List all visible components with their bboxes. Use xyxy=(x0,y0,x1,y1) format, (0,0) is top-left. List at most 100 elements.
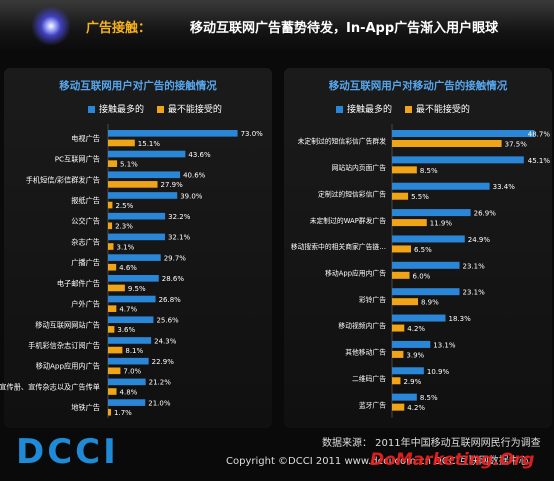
dcci-logo: DCCI xyxy=(16,432,119,472)
right-bar-accepted xyxy=(392,235,465,243)
right-value-label: 4.2% xyxy=(407,404,425,412)
right-value-label: 23.1% xyxy=(463,289,486,297)
right-bar-unacceptable xyxy=(392,377,401,385)
right-bar-accepted xyxy=(392,367,424,375)
right-bar-unacceptable xyxy=(392,140,502,147)
left-category-label: 电子邮件广告 xyxy=(57,279,100,288)
left-bar-unacceptable xyxy=(108,201,113,209)
right-value-label: 5.5% xyxy=(411,193,429,201)
left-value-label: 21.0% xyxy=(148,399,171,407)
legend-swatch-unacceptable xyxy=(156,106,164,113)
left-value-label: 43.6% xyxy=(188,151,211,159)
right-value-label: 3.9% xyxy=(406,351,424,359)
data-source: 数据来源： 2011年中国移动互联网网民行为调查 xyxy=(322,438,541,449)
left-value-label: 1.7% xyxy=(114,409,132,417)
left-bar-unacceptable xyxy=(108,243,114,250)
left-bar-unacceptable xyxy=(108,263,117,271)
left-chart-panel xyxy=(4,68,272,428)
left-bar-accepted xyxy=(108,295,156,303)
legend-item-unacceptable: 最不能接受的 xyxy=(156,102,222,115)
header-bar: 广告接触： 移动互联网广告蓄势待发，In-App广告渐入用户眼球 xyxy=(0,0,554,50)
right-category-label: 定制过的短信彩信广告 xyxy=(318,189,386,198)
left-category-label: 电视广告 xyxy=(71,134,100,143)
legend-item-accepted: 接触最多的 xyxy=(88,102,144,115)
right-value-label: 37.5% xyxy=(505,141,528,149)
left-value-label: 27.9% xyxy=(161,181,184,189)
legend-label-unacceptable: 最不能接受的 xyxy=(167,105,222,115)
watermark: DoMarketing.Org xyxy=(370,450,535,470)
legend-label-unacceptable: 最不能接受的 xyxy=(415,105,470,115)
left-bar-accepted xyxy=(108,130,238,137)
right-category-label: 移动搜索中的相关商家广告链… xyxy=(291,242,386,251)
left-value-label: 3.6% xyxy=(117,326,135,334)
right-bar-unacceptable xyxy=(392,245,411,253)
left-bar-unacceptable xyxy=(108,388,117,395)
sparkle-icon xyxy=(28,6,74,46)
right-bar-accepted xyxy=(392,393,417,401)
left-bar-accepted xyxy=(108,378,146,386)
right-value-label: 8.5% xyxy=(420,167,438,175)
right-bar-accepted xyxy=(392,182,490,190)
left-bar-accepted xyxy=(108,275,159,282)
right-chart-title: 移动互联网用户对移动广告的接触情况 xyxy=(328,80,508,92)
left-category-label: 移动互联网网站广告 xyxy=(35,320,100,329)
header-title-key: 广告接触： xyxy=(86,21,152,36)
left-bar-unacceptable xyxy=(108,160,118,167)
right-value-label: 2.9% xyxy=(403,378,421,386)
left-bar-accepted xyxy=(108,316,154,324)
legend-swatch-accepted xyxy=(88,106,95,113)
right-bar-accepted xyxy=(392,156,524,164)
left-value-label: 2.3% xyxy=(115,223,133,231)
left-bar-accepted xyxy=(108,192,178,199)
right-category-label: 蓝牙广告 xyxy=(359,400,386,409)
left-value-label: 29.7% xyxy=(164,254,187,262)
right-value-label: 13.1% xyxy=(433,341,456,349)
right-bar-unacceptable xyxy=(392,192,409,200)
left-bar-accepted xyxy=(108,357,149,365)
left-value-label: 15.1% xyxy=(138,140,161,148)
left-value-label: 40.6% xyxy=(183,172,206,180)
left-bar-accepted xyxy=(108,212,166,220)
left-category-label: 宣传册、宣传杂志以及广告传单 xyxy=(0,382,100,391)
right-category-label: 未定制过的短信彩信广告群发 xyxy=(298,137,387,146)
legend-swatch-unacceptable xyxy=(404,106,412,113)
left-value-label: 7.0% xyxy=(123,368,141,376)
left-bar-unacceptable xyxy=(108,305,117,312)
left-bar-accepted xyxy=(108,337,152,344)
right-value-label: 6.0% xyxy=(413,272,431,280)
left-chart-legend: 接触最多的 最不能接受的 xyxy=(88,102,232,116)
left-value-label: 4.8% xyxy=(120,388,138,396)
right-value-label: 10.9% xyxy=(427,368,450,376)
right-chart-legend: 接触最多的 最不能接受的 xyxy=(336,102,480,116)
right-bar-unacceptable xyxy=(392,350,404,358)
left-bar-accepted xyxy=(108,150,186,158)
legend-item-accepted: 接触最多的 xyxy=(336,102,392,115)
right-bar-unacceptable xyxy=(392,166,417,174)
right-bar-accepted xyxy=(392,288,460,296)
right-value-label: 18.3% xyxy=(448,315,471,323)
right-value-label: 8.5% xyxy=(420,394,438,402)
right-value-label: 6.5% xyxy=(414,246,432,254)
left-category-label: 户外广告 xyxy=(71,300,100,309)
right-bar-accepted xyxy=(392,340,431,348)
right-bar-unacceptable xyxy=(392,324,405,332)
left-category-label: 报纸广告 xyxy=(71,196,100,205)
left-bar-unacceptable xyxy=(108,346,123,354)
left-category-label: 杂志广告 xyxy=(71,237,100,246)
left-bar-accepted xyxy=(108,254,161,261)
header-title: 移动互联网广告蓄势待发，In-App广告渐入用户眼球 xyxy=(190,21,499,36)
left-category-label: 地铁广告 xyxy=(71,403,100,412)
left-category-label: 移动App应用内广告 xyxy=(36,362,100,371)
right-value-label: 8.9% xyxy=(421,299,439,307)
left-value-label: 24.3% xyxy=(154,337,177,345)
right-bar-unacceptable xyxy=(392,219,427,227)
left-value-label: 32.1% xyxy=(168,234,191,242)
left-value-label: 9.5% xyxy=(128,285,146,293)
right-category-label: 二维码广告 xyxy=(352,374,386,383)
right-category-label: 未定制过的WAP群发广告 xyxy=(310,216,386,225)
left-bar-accepted xyxy=(108,399,146,406)
right-bar-accepted xyxy=(392,130,535,137)
legend-item-unacceptable: 最不能接受的 xyxy=(404,102,470,115)
legend-label-accepted: 接触最多的 xyxy=(347,105,393,115)
